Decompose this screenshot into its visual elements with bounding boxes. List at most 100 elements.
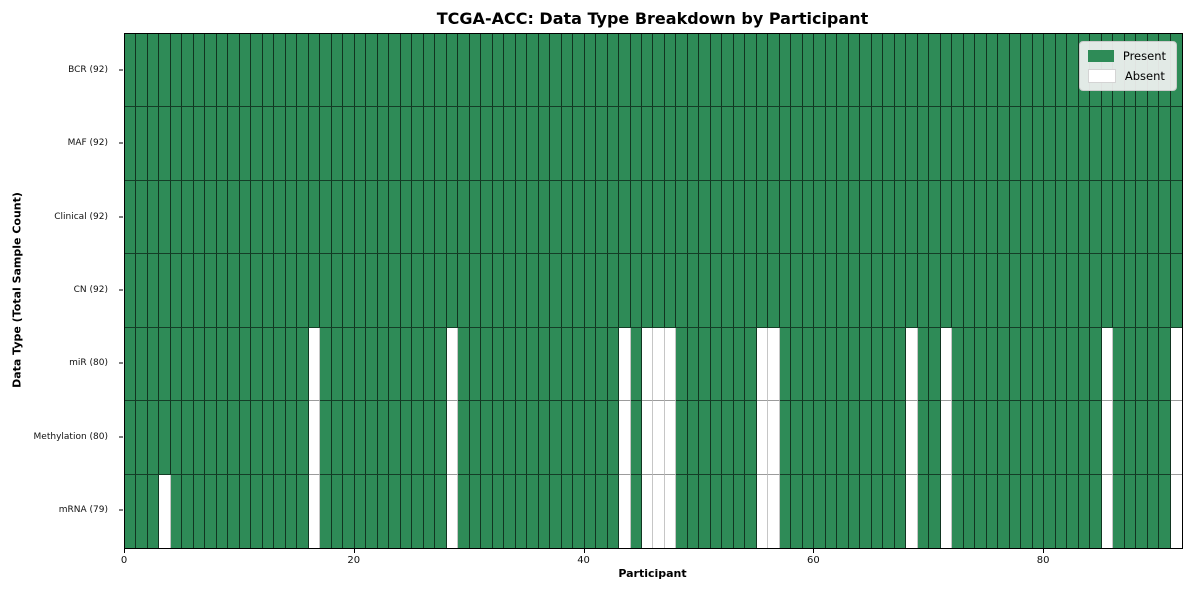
heatmap-cell-present [917,180,930,255]
heatmap-cell-present [825,34,838,108]
heatmap-cell-present [446,107,459,181]
heatmap-cell-present [676,401,688,475]
heatmap-cell-present [894,474,907,548]
heatmap-cell-present [251,254,263,328]
heatmap-cell-present [825,401,838,475]
heatmap-cell-present [1101,180,1114,255]
heatmap-cell-present [768,107,780,181]
heatmap-cell-present [504,107,516,181]
heatmap-cell-present [1147,401,1160,475]
heatmap-cell-present [481,401,493,475]
heatmap-cell-absent [446,474,459,548]
heatmap-cell-present [1124,474,1137,548]
heatmap-cell-present [1067,474,1079,548]
heatmap-cell-absent [906,474,918,548]
heatmap-cell-present [986,254,999,328]
heatmap-cell-present [400,180,413,255]
heatmap-cell-present [952,180,964,255]
heatmap-cell-present [492,327,505,402]
heatmap-cell-present [262,474,275,548]
heatmap-cell-present [699,474,711,548]
heatmap-cell-present [699,401,711,475]
heatmap-cell-absent [619,401,631,475]
heatmap-cell-present [308,107,321,181]
heatmap-cell-present [802,327,815,402]
heatmap-cell-present [469,401,482,475]
heatmap-cell-present [125,474,137,548]
heatmap-cell-present [147,180,160,255]
heatmap-cell-present [297,34,309,108]
heatmap-cell-present [906,254,918,328]
heatmap-cell-present [1159,474,1171,548]
heatmap-cell-absent [940,474,953,548]
heatmap-cell-present [320,401,332,475]
heatmap-cell-present [1032,107,1045,181]
heatmap-cell-present [550,180,562,255]
x-tick-label: 80 [1036,555,1050,566]
heatmap-cell-present [423,254,436,328]
heatmap-cell-present [343,107,355,181]
heatmap-cell-present [619,34,631,108]
heatmap-cell-present [274,34,286,108]
heatmap-cell-present [1101,107,1114,181]
heatmap-cell-present [676,474,688,548]
heatmap-cell-present [653,34,665,108]
x-axis-label: Participant [618,567,687,580]
heatmap-cell-present [710,180,723,255]
heatmap-cell-present [710,474,723,548]
heatmap-cell-present [343,254,355,328]
heatmap-cell-absent [756,327,769,402]
heatmap-cell-present [182,327,194,402]
heatmap-cell-present [664,254,677,328]
heatmap-cell-present [423,401,436,475]
heatmap-cell-present [469,107,482,181]
heatmap-row [125,254,1182,328]
heatmap-cell-present [377,180,390,255]
heatmap-cell-present [308,180,321,255]
heatmap-cell-present [400,254,413,328]
heatmap-cell-present [538,254,551,328]
heatmap-cell-present [722,327,734,402]
heatmap-cell-present [400,327,413,402]
heatmap-cell-present [216,180,229,255]
heatmap-cell-present [607,254,620,328]
heatmap-cell-present [136,180,148,255]
heatmap-cell-present [986,180,999,255]
heatmap-cell-present [664,34,677,108]
heatmap-cell-present [435,254,447,328]
heatmap-cell-present [216,254,229,328]
heatmap-cell-present [320,474,332,548]
heatmap-cell-present [1009,327,1022,402]
heatmap-cell-present [963,180,976,255]
heatmap-cell-present [745,34,757,108]
heatmap-cell-present [412,254,424,328]
heatmap-cell-present [653,254,665,328]
heatmap-cell-present [1055,180,1068,255]
heatmap-cell-present [802,34,815,108]
heatmap-cell-present [906,107,918,181]
heatmap-cell-present [504,34,516,108]
heatmap-cell-present [561,34,574,108]
heatmap-cell-present [446,180,459,255]
heatmap-cell-present [779,34,792,108]
y-tick-labels: BCR (92) MAF (92) Clinical (92) CN (92) miR … [0,33,116,547]
heatmap-cell-present [193,34,206,108]
heatmap-cell-present [745,474,757,548]
heatmap-cell-present [492,254,505,328]
heatmap-cell-present [182,254,194,328]
heatmap-cell-present [710,107,723,181]
heatmap-cell-present [354,107,367,181]
heatmap-cell-absent [642,327,654,402]
heatmap-cell-present [1147,474,1160,548]
heatmap-cell-present [848,254,861,328]
present-swatch-icon [1087,50,1114,62]
heatmap-cell-present [515,401,528,475]
heatmap-cell-present [527,180,539,255]
heatmap-cell-present [871,180,884,255]
heatmap-cell-present [664,107,677,181]
heatmap-cell-present [1147,327,1160,402]
heatmap-cell-present [1032,474,1045,548]
chart-title: TCGA-ACC: Data Type Breakdown by Partici… [436,9,869,28]
heatmap-cell-present [871,327,884,402]
heatmap-cell-present [527,254,539,328]
